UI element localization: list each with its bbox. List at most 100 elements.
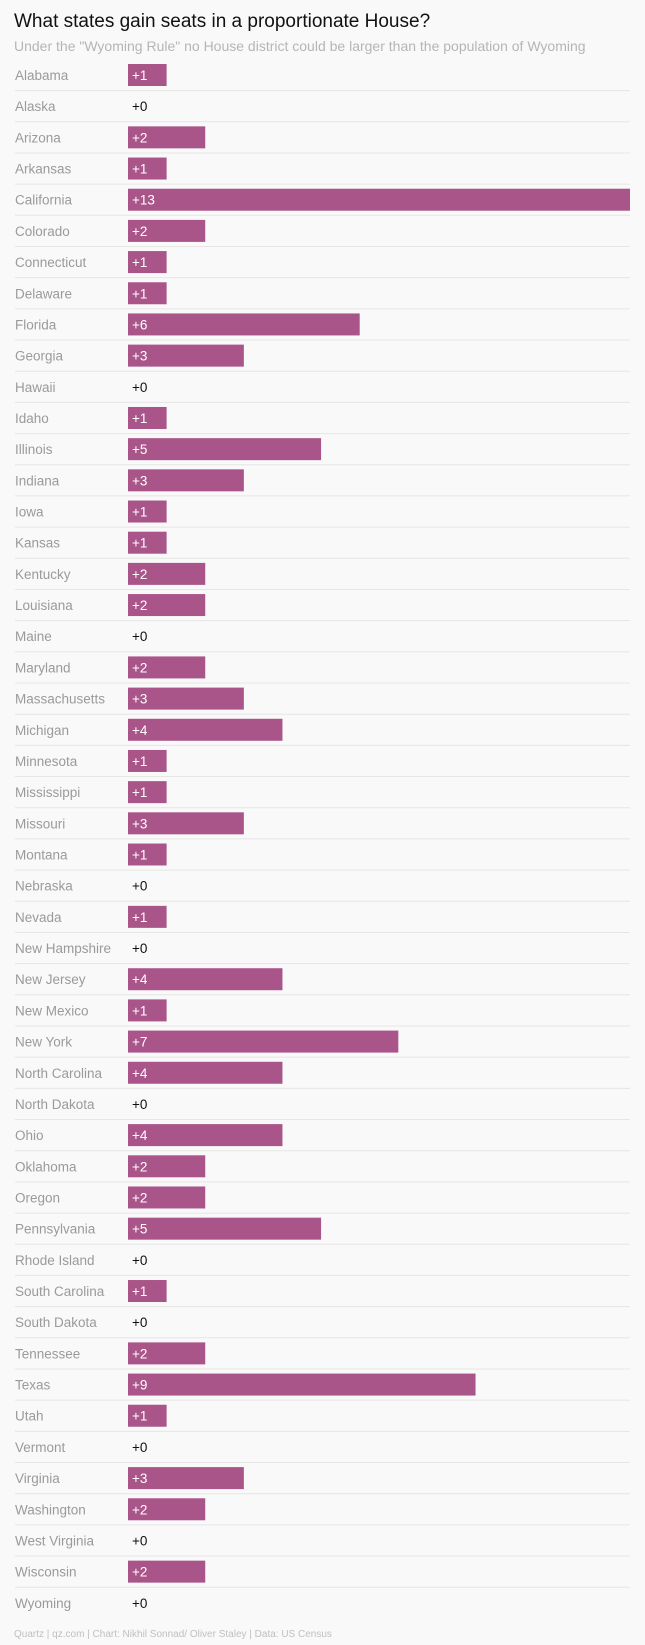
bar xyxy=(128,1560,206,1583)
category-label: Montana xyxy=(15,848,68,863)
category-label: Rhode Island xyxy=(15,1253,95,1268)
value-label: +3 xyxy=(132,816,147,831)
category-label: Indiana xyxy=(15,473,60,488)
bar xyxy=(128,188,630,211)
value-label: +1 xyxy=(132,505,147,520)
value-label: +2 xyxy=(132,130,147,145)
category-label: Wisconsin xyxy=(15,1565,77,1580)
value-label: +1 xyxy=(132,848,147,863)
category-label: Alaska xyxy=(15,99,56,114)
value-label: +2 xyxy=(132,567,147,582)
value-label: +0 xyxy=(132,1440,147,1455)
category-label: Virginia xyxy=(15,1471,60,1486)
category-label: Hawaii xyxy=(15,380,56,395)
value-label: +1 xyxy=(132,68,147,83)
value-label: +2 xyxy=(132,224,147,239)
chart-footer: Quartz | qz.com | Chart: Nikhil Sonnad/ … xyxy=(14,1629,332,1640)
bar xyxy=(128,1030,399,1053)
category-label: Louisiana xyxy=(15,598,73,613)
value-label: +4 xyxy=(132,1128,148,1143)
category-label: Minnesota xyxy=(15,754,78,769)
bar xyxy=(128,1217,322,1240)
category-label: New York xyxy=(15,1035,72,1050)
bar xyxy=(128,251,167,274)
category-label: Massachusetts xyxy=(15,692,105,707)
category-label: South Carolina xyxy=(15,1284,105,1299)
value-label: +0 xyxy=(132,1596,147,1611)
value-label: +1 xyxy=(132,1409,147,1424)
value-label: +6 xyxy=(132,317,147,332)
bar xyxy=(128,1186,206,1209)
chart-title: What states gain seats in a proportionat… xyxy=(14,11,431,32)
category-label: Delaware xyxy=(15,286,72,301)
value-label: +3 xyxy=(132,1471,147,1486)
category-label: Illinois xyxy=(15,442,53,457)
category-label: Tennessee xyxy=(15,1346,80,1361)
value-label: +2 xyxy=(132,660,147,675)
category-label: Arizona xyxy=(15,130,61,145)
bar xyxy=(128,781,167,804)
bar xyxy=(128,157,167,180)
category-label: Mississippi xyxy=(15,785,80,800)
bar xyxy=(128,1280,167,1303)
value-label: +0 xyxy=(132,879,147,894)
value-label: +2 xyxy=(132,1159,147,1174)
category-label: New Jersey xyxy=(15,972,86,987)
category-label: Arkansas xyxy=(15,162,72,177)
category-label: North Dakota xyxy=(15,1097,95,1112)
category-label: Connecticut xyxy=(15,255,87,270)
bar xyxy=(128,438,322,461)
category-label: Oklahoma xyxy=(15,1159,77,1174)
bar xyxy=(128,812,244,835)
bar xyxy=(128,64,167,86)
value-label: +0 xyxy=(132,99,147,114)
category-label: Kansas xyxy=(15,536,60,551)
bar xyxy=(128,469,244,492)
value-label: +2 xyxy=(132,1190,147,1205)
value-label: +9 xyxy=(132,1378,147,1393)
bar xyxy=(128,968,283,991)
value-label: +1 xyxy=(132,1284,147,1299)
value-label: +2 xyxy=(132,1565,147,1580)
bar xyxy=(128,687,244,710)
value-label: +1 xyxy=(132,286,147,301)
value-label: +4 xyxy=(132,1066,148,1081)
category-label: Idaho xyxy=(15,411,49,426)
bar xyxy=(128,406,167,429)
category-label: Maryland xyxy=(15,660,71,675)
value-label: +0 xyxy=(132,1097,147,1112)
chart-subtitle: Under the "Wyoming Rule" no House distri… xyxy=(14,38,586,54)
value-label: +1 xyxy=(132,1003,147,1018)
category-label: Alabama xyxy=(15,68,69,83)
value-label: +1 xyxy=(132,162,147,177)
bar xyxy=(128,1155,206,1178)
bar xyxy=(128,282,167,305)
bar xyxy=(128,656,206,679)
value-label: +1 xyxy=(132,785,147,800)
bar xyxy=(128,313,360,336)
category-label: Wyoming xyxy=(15,1596,71,1611)
bar xyxy=(128,718,283,741)
value-label: +2 xyxy=(132,598,147,613)
value-label: +2 xyxy=(132,1502,147,1517)
bar xyxy=(128,1404,167,1427)
value-label: +3 xyxy=(132,692,147,707)
category-label: Florida xyxy=(15,317,57,332)
bar xyxy=(128,219,206,242)
bar xyxy=(128,500,167,523)
value-label: +1 xyxy=(132,910,147,925)
category-label: Ohio xyxy=(15,1128,44,1143)
value-label: +1 xyxy=(132,411,147,426)
bar xyxy=(128,905,167,928)
value-label: +1 xyxy=(132,536,147,551)
category-label: New Hampshire xyxy=(15,941,111,956)
value-label: +0 xyxy=(132,1315,147,1330)
value-label: +5 xyxy=(132,1222,147,1237)
category-label: Oregon xyxy=(15,1190,60,1205)
category-label: Nevada xyxy=(15,910,62,925)
value-label: +7 xyxy=(132,1035,147,1050)
category-label: West Virginia xyxy=(15,1533,95,1548)
category-label: Washington xyxy=(15,1502,86,1517)
value-label: +2 xyxy=(132,1346,147,1361)
